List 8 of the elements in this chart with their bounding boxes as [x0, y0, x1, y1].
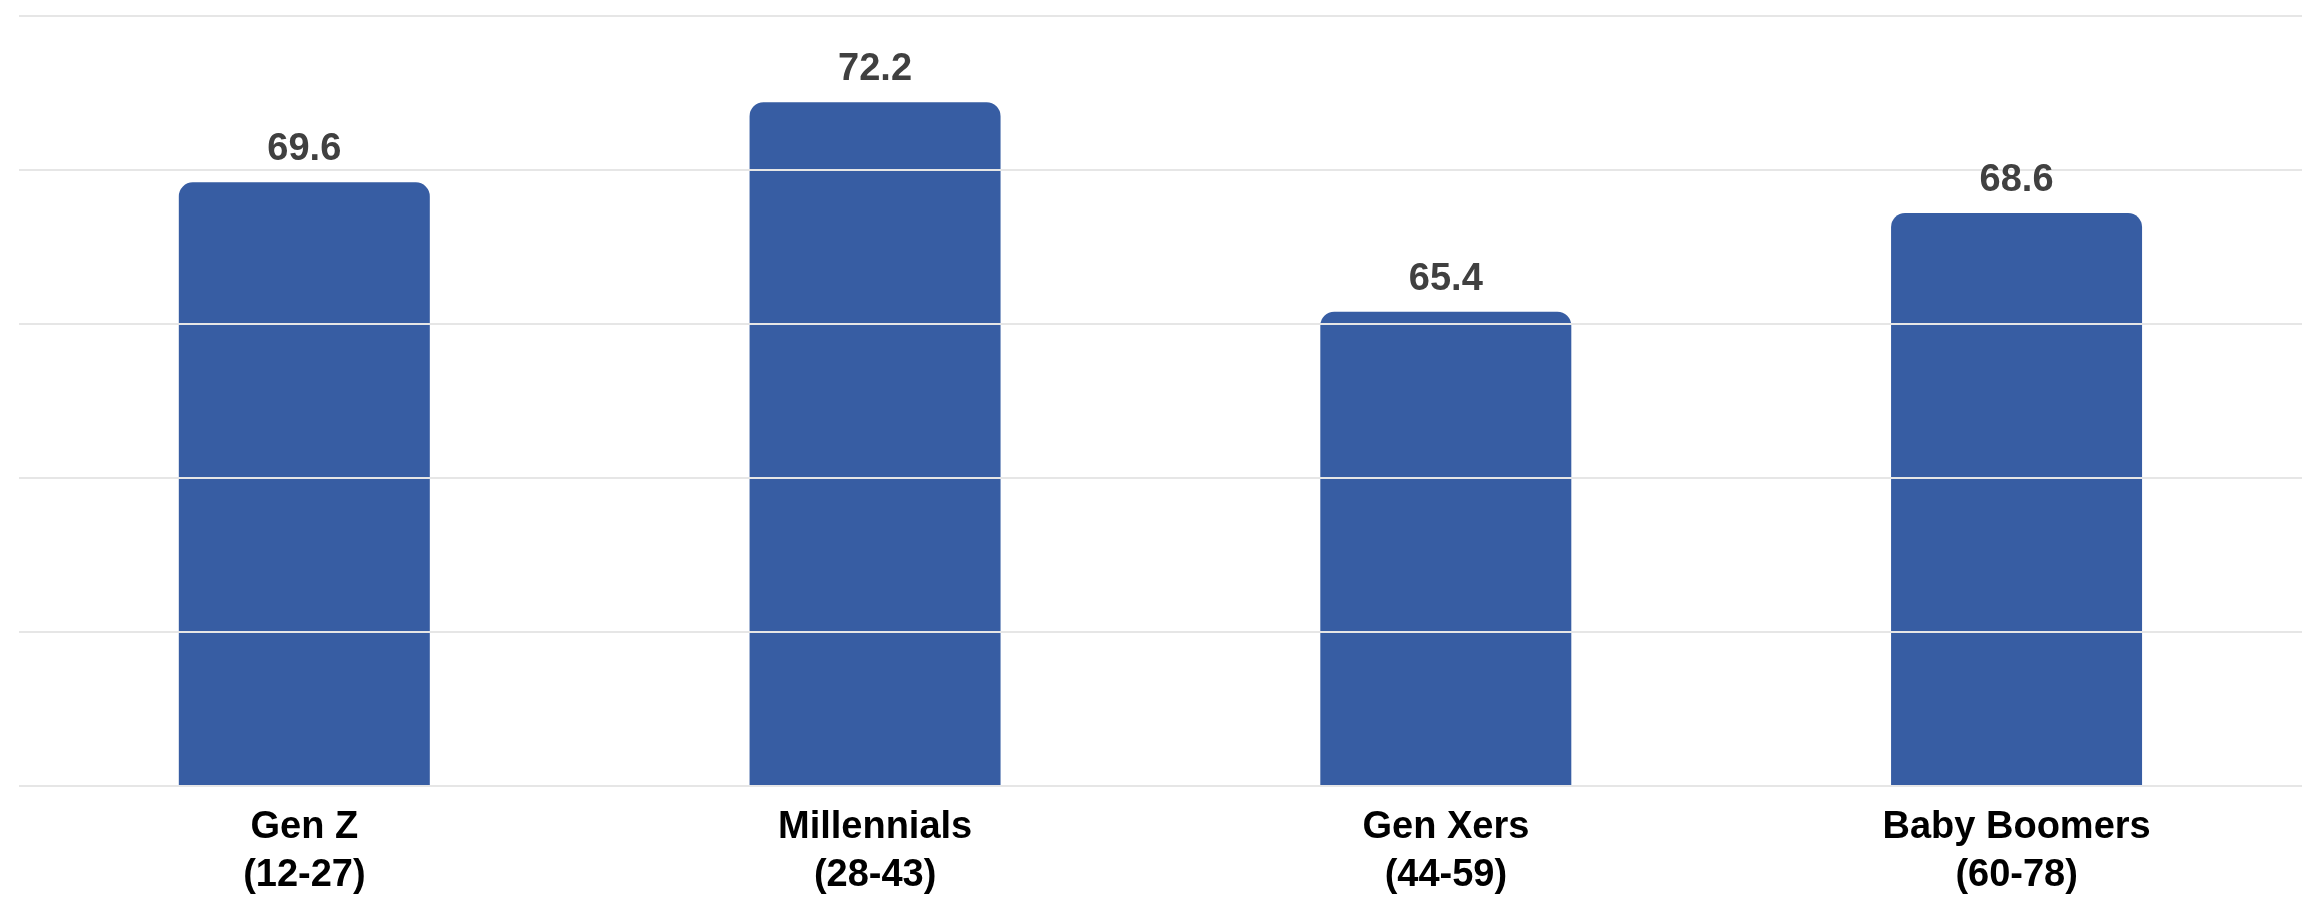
data-label: 72.2: [838, 46, 913, 89]
data-label: 68.6: [1979, 157, 2054, 200]
x-tick-label: Millennials (28-43): [777, 804, 973, 894]
data-label: 69.6: [267, 126, 342, 169]
x-tick-label: Gen Z (12-27): [243, 804, 366, 894]
x-tick-label: Baby Boomers (60-78): [1882, 804, 2151, 894]
x-tick-label: Gen Xers (44-59): [1362, 804, 1530, 894]
data-label: 65.4: [1408, 255, 1483, 298]
